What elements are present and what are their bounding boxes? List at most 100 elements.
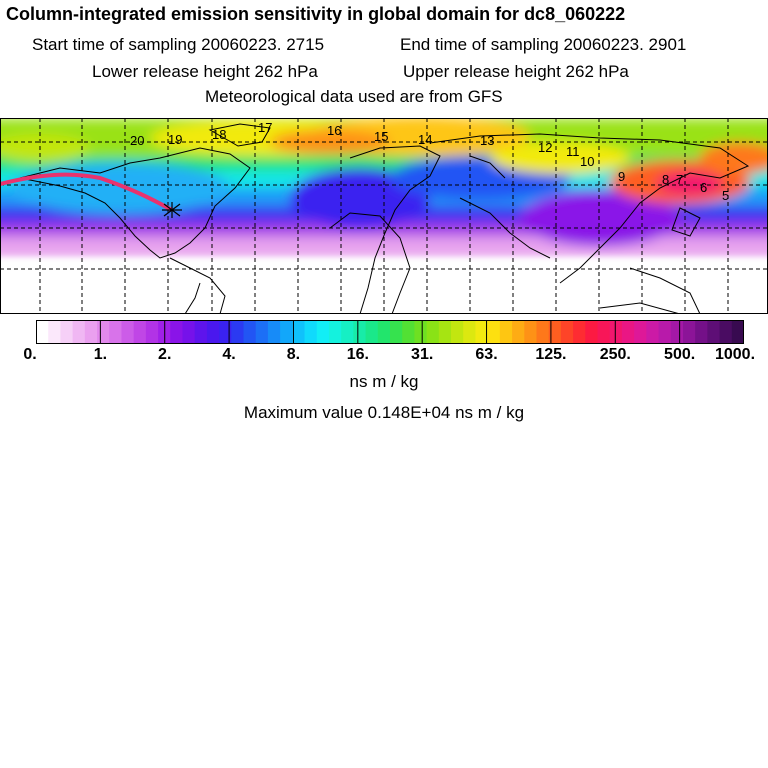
color-scale-cell <box>48 320 62 344</box>
color-scale-cell <box>194 320 208 344</box>
met-data-source: Meteorological data used are from GFS <box>205 87 503 106</box>
color-scale-tick-label: 4. <box>222 346 236 363</box>
color-scale-cell <box>72 320 86 344</box>
color-scale-cell <box>524 320 538 344</box>
color-scale-cell <box>402 320 416 344</box>
color-scale-cell <box>585 320 599 344</box>
color-scale-cell <box>267 320 281 344</box>
color-scale-cell <box>609 320 623 344</box>
color-scale-tick-label: 500. <box>664 346 696 363</box>
color-scale-cell <box>97 320 110 344</box>
track-label: 11 <box>566 144 580 159</box>
track-label: 7 <box>676 172 683 187</box>
color-scale-cell <box>328 320 342 344</box>
color-scale-cell <box>560 320 574 344</box>
color-scale-tick-label: 31. <box>411 346 434 363</box>
color-scale-cell <box>719 320 733 344</box>
color-scale-cell <box>304 320 318 344</box>
color-scale-cell <box>109 320 123 344</box>
color-scale-tick-label: 2. <box>158 346 172 363</box>
color-scale-cell <box>182 320 196 344</box>
color-scale-cell <box>548 320 562 344</box>
color-scale-cell <box>438 320 452 344</box>
color-scale-cell <box>133 320 147 344</box>
color-scale-cell <box>536 320 550 344</box>
color-scale-cell <box>84 320 98 344</box>
color-scale-cell <box>292 320 306 344</box>
track-label: 13 <box>480 133 494 148</box>
track-label: 18 <box>212 127 226 142</box>
color-scale-tick-label: 16. <box>346 346 369 363</box>
color-scale-cell <box>426 320 440 344</box>
color-scale-cell <box>206 320 220 344</box>
color-scale-tick-label: 1. <box>93 346 108 363</box>
track-label: 15 <box>374 129 388 144</box>
color-scale-cells <box>36 320 744 344</box>
track-label: 9 <box>618 169 625 184</box>
color-scale-dividers <box>99 320 681 344</box>
color-scale-tick-label: 63. <box>475 346 498 363</box>
color-scale-cell <box>341 320 354 344</box>
color-scale-tick-label: 250. <box>599 346 631 363</box>
color-scale-cell <box>731 320 744 344</box>
emission-sensitivity-map: 20 19 18 17 16 15 14 13 12 11 10 9 8 7 6… <box>0 118 768 314</box>
color-scale-cell <box>658 320 672 344</box>
color-scale-cell <box>316 320 330 344</box>
track-label: 17 <box>258 120 272 135</box>
color-scale-cell <box>36 320 49 344</box>
track-label: 19 <box>168 132 182 147</box>
color-scale-cell <box>255 320 269 344</box>
track-label: 16 <box>327 123 341 138</box>
track-label: 12 <box>538 140 552 155</box>
color-scale-cell <box>646 320 660 344</box>
color-scale-tick-label: 0. <box>23 346 37 363</box>
color-scale-cell <box>414 320 428 344</box>
color-scale-tick-label: 1000. <box>714 346 756 363</box>
track-label: 8 <box>662 172 669 187</box>
color-scale-units: ns m / kg <box>349 372 419 391</box>
release-point-marker <box>162 202 182 218</box>
color-scale-cell <box>377 320 391 344</box>
maximum-value-label: Maximum value 0.148E+04 ns m / kg <box>243 403 525 422</box>
flight-track <box>0 172 173 212</box>
track-label: 14 <box>418 132 432 147</box>
color-scale-cell <box>390 320 403 344</box>
color-scale-cell <box>60 320 74 344</box>
lower-release-height: Lower release height 262 hPa <box>92 62 318 81</box>
map-title: Column-integrated emission sensitivity i… <box>6 4 626 24</box>
color-scale-cell <box>231 320 245 344</box>
upper-release-height: Upper release height 262 hPa <box>403 62 629 81</box>
track-label: 20 <box>130 133 144 148</box>
color-scale-cell <box>512 320 525 344</box>
color-scale-tick-label: 8. <box>286 346 301 363</box>
track-label: 10 <box>580 154 594 169</box>
color-scale-cell <box>243 320 257 344</box>
color-scale-cell <box>487 320 501 344</box>
color-scale-cell <box>695 320 708 344</box>
color-scale-cell <box>621 320 635 344</box>
color-scale-cell <box>463 320 477 344</box>
color-scale-cell <box>280 320 293 344</box>
color-scale-cell <box>670 320 684 344</box>
coastlines <box>19 123 750 314</box>
color-scale-bar <box>36 320 744 344</box>
color-scale-cell <box>475 320 489 344</box>
color-scale-cell <box>353 320 367 344</box>
color-scale-cell <box>451 320 464 344</box>
sampling-end-time: End time of sampling 20060223. 2901 <box>400 35 687 54</box>
track-label: 6 <box>700 180 707 195</box>
color-scale-cell <box>707 320 721 344</box>
sampling-start-time: Start time of sampling 20060223. 2715 <box>32 35 325 54</box>
color-scale-cell <box>170 320 184 344</box>
color-scale-cell <box>219 320 232 344</box>
track-label: 5 <box>722 188 729 203</box>
color-scale-cell <box>121 320 135 344</box>
track-labels: 20 19 18 17 16 15 14 13 12 11 10 9 8 7 6… <box>130 120 729 203</box>
color-scale-cell <box>145 320 159 344</box>
color-scale-cell <box>499 320 513 344</box>
color-scale-cell <box>682 320 696 344</box>
color-scale-cell <box>597 320 611 344</box>
color-scale-cell <box>573 320 586 344</box>
color-scale-cell <box>634 320 647 344</box>
color-scale-cell <box>365 320 379 344</box>
